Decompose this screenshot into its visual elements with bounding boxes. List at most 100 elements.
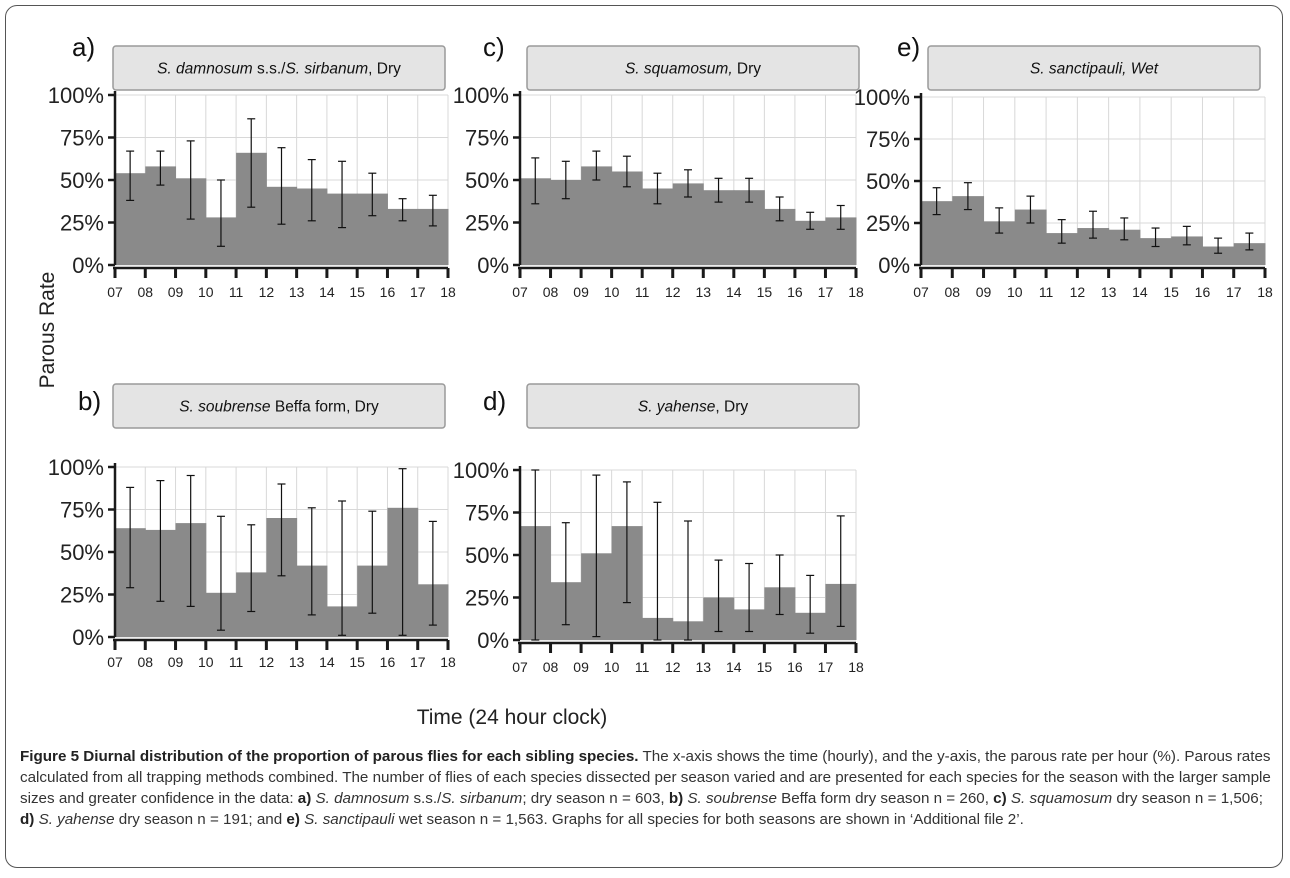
caption-item-letter: a) [297,790,316,807]
caption-item-letter: d) [20,811,39,828]
y-tick-label: 100% [48,455,104,480]
x-tick-label: 11 [229,654,244,670]
y-tick-label: 0% [878,253,910,278]
x-tick-label: 13 [1101,284,1117,300]
x-tick-label: 09 [573,659,589,675]
panel-title-part: S. soubrense [179,399,271,416]
x-tick-label: 12 [665,284,681,300]
x-tick-label: 13 [289,654,305,670]
x-tick-label: 17 [818,284,834,300]
x-tick-label: 14 [1132,284,1148,300]
caption-item-letter: b) [668,790,688,807]
x-axis-label: Time (24 hour clock) [416,706,608,729]
x-tick-label: 14 [726,659,742,675]
x-tick-label: 09 [168,284,184,300]
y-tick-label: 75% [465,126,509,151]
panel-title-part: S. squamosum, [625,61,733,78]
caption-item-text: s.s./ [409,790,442,807]
x-tick-label: 12 [1070,284,1086,300]
y-tick-label: 0% [72,625,104,650]
caption-item-text: dry season n = 191; and [114,811,287,828]
x-tick-label: 15 [349,284,365,300]
x-tick-label: 17 [410,654,426,670]
panel-title: S. damnosum s.s./S. sirbanum, Dry [157,61,401,78]
x-tick-label: 15 [1163,284,1179,300]
panel-title: S. soubrense Beffa form, Dry [179,399,379,416]
y-tick-label: 25% [60,211,104,236]
caption-item-species: S. squamosum [1010,790,1113,807]
x-tick-label: 11 [635,284,650,300]
panel-letter: b) [78,386,101,416]
bar [1202,246,1235,265]
x-tick-label: 10 [198,284,214,300]
x-tick-label: 09 [976,284,992,300]
x-tick-label: 10 [604,284,620,300]
x-tick-label: 17 [410,284,426,300]
caption-item-letter: e) [286,811,305,828]
x-tick-label: 14 [319,284,335,300]
x-tick-label: 07 [512,284,528,300]
panel-title-part: S. sanctipauli, Wet [1030,61,1159,78]
x-tick-label: 16 [787,659,803,675]
x-tick-label: 12 [259,654,275,670]
panel-title-box [112,383,446,429]
y-tick-label: 50% [465,543,509,568]
x-tick-label: 14 [319,654,335,670]
caption-items: a) S. damnosum s.s./S. sirbanum; dry sea… [20,790,1263,828]
figure-caption: Figure 5 Diurnal distribution of the pro… [20,746,1275,830]
x-tick-label: 15 [757,284,773,300]
panel-letter: e) [897,32,920,62]
caption-item-species: S. damnosum [315,790,410,807]
x-tick-label: 10 [198,654,214,670]
x-tick-label: 08 [137,284,153,300]
y-axis-label: Parous Rate [36,271,59,389]
x-tick-label: 18 [440,284,456,300]
y-tick-label: 100% [453,83,509,108]
caption-item-text: Beffa form dry season n = 260, [776,790,994,807]
x-tick-label: 18 [1257,284,1273,300]
x-tick-label: 11 [1039,284,1054,300]
y-tick-label: 50% [60,540,104,565]
y-tick-label: 100% [48,83,104,108]
x-tick-label: 14 [726,284,742,300]
panel-title-part: , Dry [368,61,401,78]
x-tick-label: 13 [695,659,711,675]
caption-item-text: dry season n = 1,506; [1112,790,1263,807]
panel-title-part: Beffa form, Dry [271,399,379,416]
x-tick-label: 08 [543,659,559,675]
bar [1233,243,1266,265]
x-tick-label: 15 [757,659,773,675]
y-tick-label: 100% [453,458,509,483]
caption-item-species: S. sanctipauli [304,811,395,828]
y-tick-label: 0% [477,253,509,278]
caption-item-text: ; dry season n = 603, [522,790,669,807]
caption-item-species: S. yahense [38,811,115,828]
panel-title-box [526,45,860,91]
x-tick-label: 10 [1007,284,1023,300]
y-tick-label: 75% [60,126,104,151]
x-tick-label: 13 [289,284,305,300]
panel-letter: a) [72,32,95,62]
panel-title-part: S. damnosum [157,61,253,78]
x-tick-label: 16 [787,284,803,300]
bar [581,166,613,265]
x-tick-label: 09 [573,284,589,300]
y-tick-label: 25% [866,211,910,236]
panel-title-part: S. sirbanum [285,61,368,78]
y-tick-label: 25% [465,586,509,611]
panel-title-part: s.s./ [253,61,286,78]
x-tick-label: 15 [349,654,365,670]
x-tick-label: 18 [848,659,864,675]
y-tick-label: 25% [60,583,104,608]
x-tick-label: 12 [665,659,681,675]
y-tick-label: 50% [866,169,910,194]
x-tick-label: 11 [635,659,650,675]
x-tick-label: 07 [512,659,528,675]
caption-body: The x-axis shows the time (hourly), and … [20,748,1271,807]
panel-title-box [112,45,446,91]
y-tick-label: 50% [60,168,104,193]
x-tick-label: 08 [137,654,153,670]
x-tick-label: 12 [259,284,275,300]
y-tick-label: 75% [465,501,509,526]
x-tick-label: 17 [818,659,834,675]
